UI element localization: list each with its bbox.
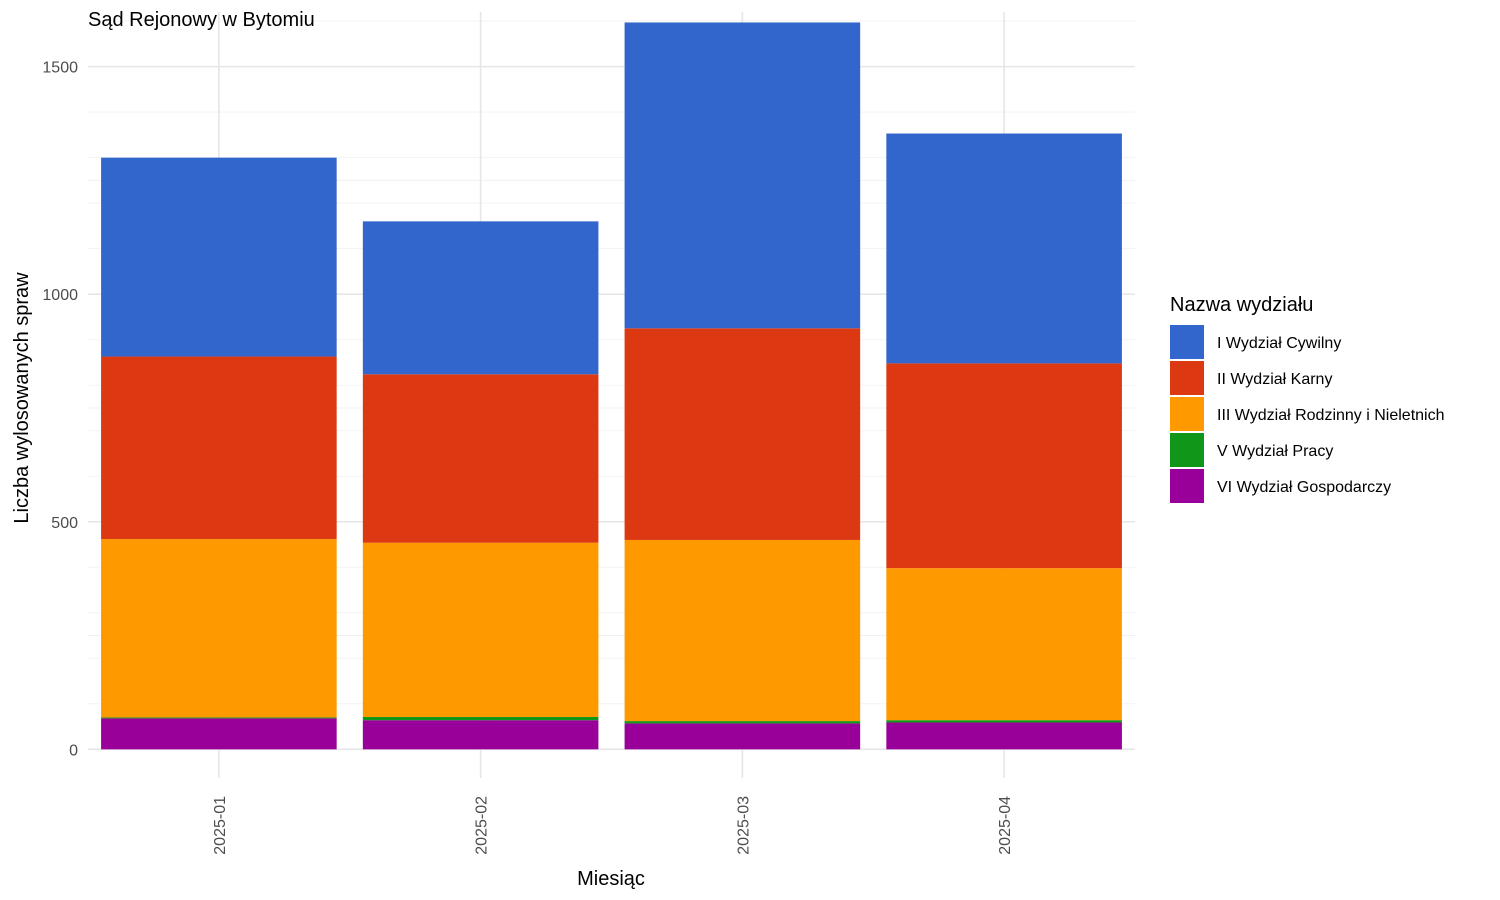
bar-segment <box>101 718 337 750</box>
bar-segment <box>362 542 599 718</box>
x-tick-label: 2025-03 <box>735 796 752 855</box>
bar-segment <box>886 568 1122 721</box>
bar-segment <box>624 539 861 722</box>
y-axis-label: Liczba wylosowanych spraw <box>11 272 33 524</box>
bar-segment <box>886 363 1122 569</box>
bars <box>101 22 1122 750</box>
legend-swatch <box>1170 469 1204 503</box>
legend-swatch <box>1170 433 1204 467</box>
bar-segment <box>362 720 599 750</box>
bar-segment <box>886 722 1122 750</box>
y-tick-label: 0 <box>69 742 78 759</box>
legend-title: Nazwa wydziału <box>1170 294 1313 316</box>
bar-segment <box>624 723 861 750</box>
bar-segment <box>624 328 861 540</box>
y-tick-label: 1000 <box>42 287 78 304</box>
legend-item-label: V Wydział Pracy <box>1217 443 1333 460</box>
legend-item-label: VI Wydział Gospodarczy <box>1217 479 1391 496</box>
legend-swatch <box>1170 325 1204 359</box>
legend-swatch <box>1170 397 1204 431</box>
bar-segment <box>101 539 337 718</box>
y-tick-label: 1500 <box>42 60 78 77</box>
y-tick-label: 500 <box>51 515 78 532</box>
y-axis-ticks: 0 500 1000 1500 <box>42 60 78 760</box>
x-axis-ticks: 2025-01 2025-02 2025-03 2025-04 <box>212 796 1014 855</box>
bar-segment <box>624 721 861 724</box>
bar-segment <box>362 717 599 721</box>
legend: Nazwa wydziału I Wydział Cywilny II Wydzi… <box>1170 294 1445 503</box>
legend-item-label: I Wydział Cywilny <box>1217 335 1341 352</box>
x-tick-label: 2025-02 <box>474 796 491 855</box>
x-tick-label: 2025-01 <box>212 796 229 855</box>
bar-segment <box>101 717 337 719</box>
legend-item-label: II Wydział Karny <box>1217 371 1332 388</box>
bar-segment <box>101 157 337 357</box>
bar-segment <box>886 133 1122 364</box>
bar-segment <box>624 22 861 329</box>
bar-segment <box>886 720 1122 723</box>
bar-segment <box>362 221 599 375</box>
bar-segment <box>101 356 337 540</box>
bar-segment <box>362 374 599 543</box>
x-axis-label: Miesiąc <box>577 868 645 890</box>
chart-title: Sąd Rejonowy w Bytomiu <box>88 9 315 31</box>
legend-swatch <box>1170 361 1204 395</box>
x-tick-label: 2025-04 <box>997 796 1014 855</box>
legend-item-label: III Wydział Rodzinny i Nieletnich <box>1217 407 1445 424</box>
